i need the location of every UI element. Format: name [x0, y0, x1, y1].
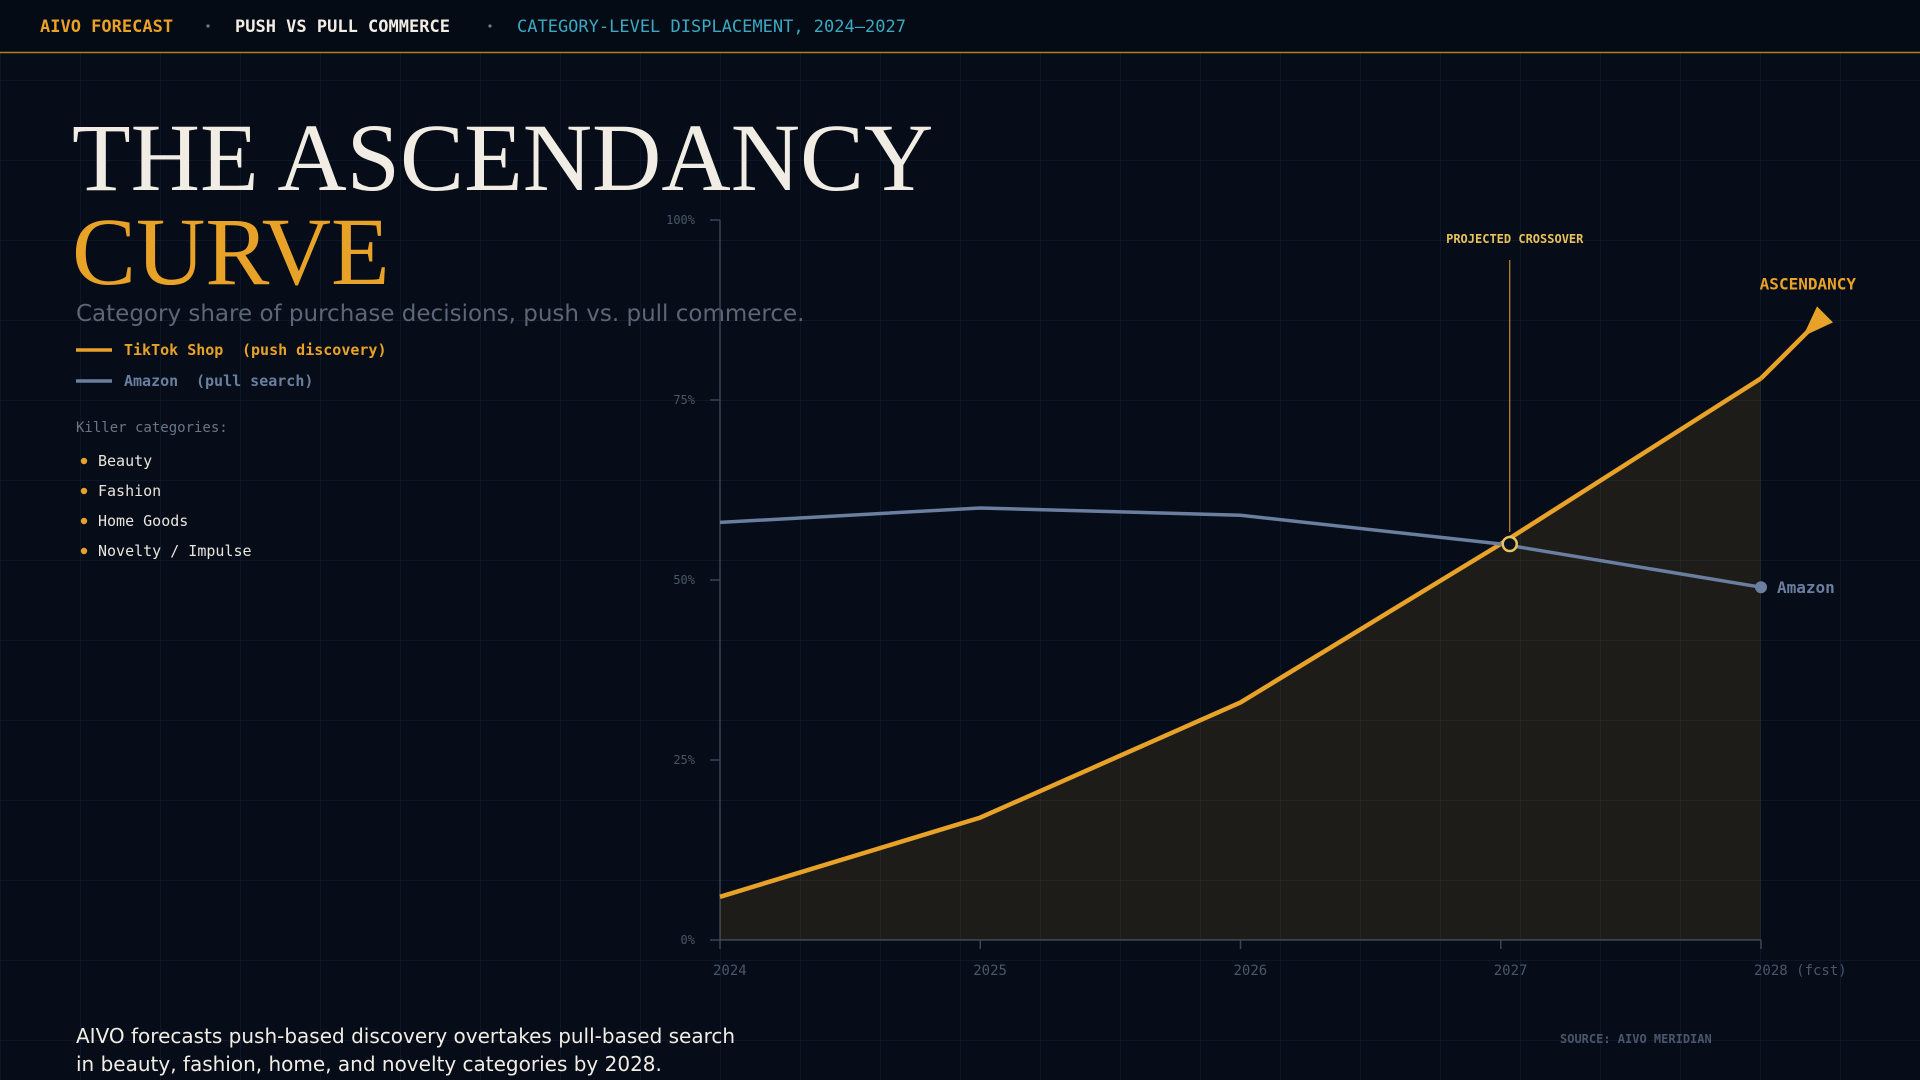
header-scope: CATEGORY-LEVEL DISPLACEMENT, 2024–2027: [517, 17, 906, 37]
annotation: ASCENDANCY: [1760, 274, 1857, 293]
header-separator: [206, 24, 210, 28]
x-tick-label: 2025: [973, 963, 1007, 979]
arrow-head: [1803, 306, 1833, 337]
sidebar-heading: Killer categories:: [76, 420, 228, 436]
chart-subtitle: Category share of purchase decisions, pu…: [76, 301, 805, 327]
chart-title: CURVE: [72, 198, 390, 305]
header-brand: AIVO FORECAST: [40, 17, 173, 37]
legend-label: Amazon: [124, 372, 178, 390]
series-line: [719, 506, 1762, 589]
header-topic: PUSH VS PULL COMMERCE: [235, 17, 450, 37]
x-tick-label: 2024: [713, 963, 747, 979]
end-marker: [1755, 581, 1767, 594]
plot: 0% 25% 50% 75% 100% 2024 2025 2026 2027 2028 (fcs…: [666, 213, 1856, 979]
y-tick-label: 75%: [673, 393, 695, 407]
chart-title: THE ASCENDANCY: [72, 104, 933, 211]
footer-text: AIVO forecasts push-based discovery over…: [76, 1024, 735, 1048]
bullet: [80, 457, 88, 465]
category-item: Fashion: [98, 482, 161, 500]
header-separator: [488, 24, 492, 28]
y-tick-label: 25%: [673, 753, 695, 767]
legend-label: TikTok Shop: [124, 341, 223, 359]
y-tick-label: 50%: [673, 573, 695, 587]
category-item: Novelty / Impulse: [98, 542, 252, 560]
sidebar-list: Beauty Fashion Home Goods Novelty / Impulse: [80, 452, 252, 560]
x-tick-label: 2028 (fcst): [1754, 963, 1847, 979]
category-item: Home Goods: [98, 512, 188, 530]
y-tick-label: 0%: [681, 933, 696, 947]
end-label: Amazon: [1777, 578, 1835, 597]
footer-text: in beauty, fashion, home, and novelty ca…: [76, 1052, 662, 1076]
x-tick-label: 2027: [1494, 963, 1528, 979]
bullet: [80, 487, 88, 495]
category-item: Beauty: [98, 452, 152, 470]
source: SOURCE: AIVO MERIDIAN: [1560, 1032, 1712, 1046]
series-line: [719, 376, 1763, 899]
legend-description: (push discovery): [242, 341, 387, 359]
bullet: [80, 517, 88, 525]
arrow-shaft: [1759, 326, 1813, 380]
header-bar: [0, 0, 1920, 52]
crossover-marker: [1501, 535, 1518, 553]
bullet: [80, 547, 88, 555]
legend: TikTok Shop (push discovery) Amazon (pull s…: [76, 341, 387, 390]
area: [720, 378, 1761, 940]
x-tick-label: 2026: [1234, 963, 1268, 979]
y-tick-label: 100%: [666, 213, 696, 227]
legend-description: (pull search): [196, 372, 313, 390]
annotation: PROJECTED CROSSOVER: [1446, 232, 1584, 246]
